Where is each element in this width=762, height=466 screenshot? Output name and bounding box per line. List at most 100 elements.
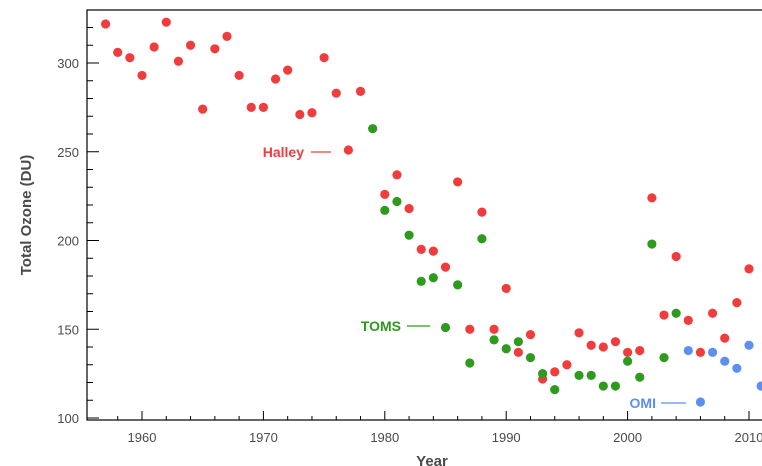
toms-point [598,381,608,391]
x-tick-label: 1990 [492,430,521,445]
halley-point [222,31,232,41]
toms-point [635,372,645,382]
halley-point [258,102,268,112]
halley-series-label: Halley [263,144,304,160]
halley-point [295,109,305,120]
halley-point [246,102,256,112]
halley-point [732,298,742,308]
halley-point [234,70,244,81]
x-tick-label: 1960 [128,430,157,445]
y-tick-label: 100 [57,411,79,426]
halley-point [574,328,584,338]
halley-point [380,189,390,199]
toms-point [550,385,560,395]
toms-point [647,239,657,249]
halley-point [477,207,487,217]
halley-point [659,310,669,320]
halley-point [440,262,451,272]
y-tick-label: 250 [57,145,79,160]
halley-point [489,324,499,334]
data-points [100,17,762,407]
x-axis-title: Year [416,453,448,466]
omi-point [756,381,762,391]
halley-point [331,88,341,98]
omi-point [707,347,718,357]
omi-point [744,340,754,350]
toms-point [525,353,536,363]
y-tick-label: 300 [57,56,79,71]
halley-point [635,345,645,356]
toms-series-label: TOMS [361,318,401,334]
halley-point [598,342,608,352]
omi-series-label: OMI [630,395,656,411]
halley-point [695,347,706,357]
halley-point [173,56,184,66]
toms-point [392,196,402,207]
halley-point [428,246,438,256]
halley-point [185,40,196,50]
toms-point [538,369,548,379]
plot-frame [86,9,762,421]
halley-point [501,283,511,294]
toms-point [659,353,669,363]
halley-point [720,333,730,343]
halley-point [707,308,718,318]
halley-point [513,347,523,357]
halley-point [392,170,402,180]
halley-point [100,19,111,29]
omi-point [683,345,693,356]
halley-point [683,315,693,325]
halley-point [113,47,123,57]
halley-point [453,177,463,187]
omi-point [732,363,742,373]
toms-point [513,337,523,347]
y-tick-label: 200 [57,234,79,249]
toms-point [465,358,475,368]
toms-point [586,370,596,380]
halley-point [355,86,366,96]
halley-point [550,367,560,377]
halley-point [404,203,414,214]
axis-ticks: 1960 1970 1980 1990 2000 2010 100 150 200 250 300 [57,27,762,445]
halley-point [137,70,147,81]
halley-point [343,145,353,155]
toms-point [623,356,633,366]
halley-point [465,324,475,334]
halley-point [307,108,317,118]
halley-point [198,104,208,114]
halley-point [744,264,754,274]
toms-point [368,124,378,134]
omi-point [720,356,730,366]
halley-point [562,360,572,370]
x-tick-label: 2000 [613,430,642,445]
toms-point [477,234,487,244]
toms-point [671,308,681,318]
y-axis-title: Total Ozone (DU) [18,155,35,276]
halley-point [416,244,426,254]
halley-point [525,329,536,340]
halley-point [270,74,281,84]
toms-point [610,381,621,391]
x-tick-label: 1980 [370,430,399,445]
toms-point [574,370,584,380]
halley-point [149,42,159,52]
x-tick-label: 1970 [249,430,278,445]
toms-point [489,335,499,345]
halley-point [610,337,621,347]
toms-point [428,273,438,283]
series-labels: Halley TOMS OMI [263,144,686,411]
halley-point [283,65,293,75]
toms-point [380,205,390,215]
y-tick-label: 150 [57,322,79,337]
halley-point [125,53,135,63]
toms-point [453,280,463,290]
halley-point [647,193,657,203]
halley-point [319,53,329,63]
halley-point [586,340,596,350]
omi-point [695,397,706,407]
toms-point [404,230,414,240]
halley-point [671,251,681,262]
halley-point [161,17,171,27]
halley-point [210,44,220,54]
